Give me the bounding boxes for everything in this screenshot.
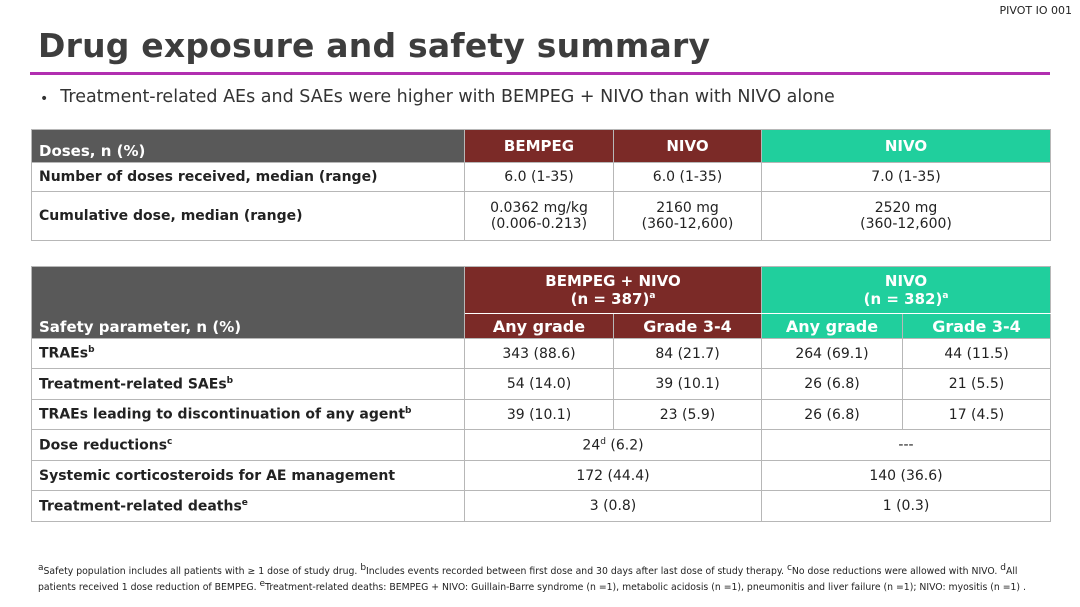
- cell-value: 54 (14.0): [464, 368, 614, 400]
- table-row: Treatment-related SAEsb 54 (14.0) 39 (10…: [31, 368, 1052, 400]
- row-label: Number of doses received, median (range): [31, 162, 465, 192]
- cell-value: 23 (5.9): [613, 399, 762, 430]
- col-header-nivo-alone: NIVO: [761, 129, 1051, 163]
- group-header-bempeg-nivo: BEMPEG + NIVO (n = 387)a: [464, 266, 762, 314]
- safety-table: Safety parameter, n (%) BEMPEG + NIVO (n…: [31, 266, 1052, 522]
- cell-value: 26 (6.8): [761, 368, 903, 400]
- col-header-nivo-combo: NIVO: [613, 129, 762, 163]
- cell-value: 140 (36.6): [760, 460, 1052, 491]
- study-tag: PIVOT IO 001: [999, 4, 1072, 17]
- col-header-bempeg: BEMPEG: [464, 129, 614, 163]
- cell-value: 39 (10.1): [464, 399, 614, 430]
- cell-value: 39 (10.1): [613, 368, 762, 400]
- table-row: Systemic corticosteroids for AE manageme…: [31, 460, 1052, 491]
- group-name: BEMPEG + NIVO: [545, 272, 681, 290]
- cell-value: 343 (88.6): [464, 338, 614, 369]
- sub-header-grade-3-4: Grade 3-4: [613, 313, 762, 339]
- bullet-icon: •: [40, 91, 49, 107]
- cell-value: 2160 mg (360-12,600): [613, 191, 762, 241]
- group-name: NIVO: [884, 272, 928, 290]
- table-row: Cumulative dose, median (range) 0.0362 m…: [31, 191, 1051, 241]
- row-label: Treatment-related SAEsb: [31, 368, 465, 400]
- cell-line: (0.006-0.213): [490, 216, 588, 232]
- dose-table: Doses, n (%) BEMPEG NIVO NIVO Number of …: [31, 129, 1051, 241]
- bullet-point: • Treatment-related AEs and SAEs were hi…: [40, 87, 835, 111]
- table-row: Number of doses received, median (range)…: [31, 162, 1051, 192]
- cell-value: 26 (6.8): [761, 399, 903, 430]
- cell-line: (360-12,600): [860, 216, 952, 232]
- row-label: TRAEs leading to discontinuation of any …: [31, 399, 465, 430]
- cell-value: ---: [760, 429, 1052, 461]
- table-row: Treatment-related deathse 3 (0.8) 1 (0.3…: [31, 490, 1052, 522]
- group-header-nivo: NIVO (n = 382)a: [760, 266, 1052, 314]
- cell-value: 17 (4.5): [901, 399, 1052, 430]
- cell-value: 264 (69.1): [761, 338, 903, 369]
- table-row: Dose reductionsc 24d (6.2) ---: [31, 429, 1052, 461]
- cell-value: 6.0 (1-35): [613, 162, 762, 192]
- row-label: Cumulative dose, median (range): [31, 191, 465, 241]
- cell-value: 7.0 (1-35): [761, 162, 1051, 192]
- row-label: TRAEsb: [31, 338, 465, 369]
- row-label: Systemic corticosteroids for AE manageme…: [31, 460, 465, 491]
- cell-value: 44 (11.5): [901, 338, 1052, 369]
- title-divider: [30, 72, 1050, 75]
- sub-header-any-grade: Any grade: [761, 313, 903, 339]
- safety-header-label: Safety parameter, n (%): [31, 266, 465, 339]
- cell-value: 24d (6.2): [464, 429, 762, 461]
- cell-value: 0.0362 mg/kg (0.006-0.213): [464, 191, 614, 241]
- sub-header-any-grade: Any grade: [464, 313, 614, 339]
- cell-value: 21 (5.5): [901, 368, 1052, 400]
- cell-line: (360-12,600): [641, 216, 734, 232]
- cell-line: 0.0362 mg/kg: [490, 200, 588, 216]
- cell-value: 3 (0.8): [464, 490, 762, 522]
- page-title: Drug exposure and safety summary: [38, 26, 711, 65]
- row-label: Dose reductionsc: [31, 429, 465, 461]
- footnotes: aSafety population includes all patients…: [38, 563, 1026, 594]
- table-row: TRAEs leading to discontinuation of any …: [31, 399, 1052, 430]
- group-n: (n = 387)a: [570, 290, 656, 308]
- cell-value: 2520 mg (360-12,600): [761, 191, 1051, 241]
- cell-line: 2160 mg: [656, 200, 719, 216]
- cell-value: 6.0 (1-35): [464, 162, 614, 192]
- dose-header-label: Doses, n (%): [31, 129, 465, 163]
- cell-value: 1 (0.3): [760, 490, 1052, 522]
- cell-value: 84 (21.7): [613, 338, 762, 369]
- row-label: Treatment-related deathse: [31, 490, 465, 522]
- cell-line: 2520 mg: [874, 200, 938, 216]
- group-n: (n = 382)a: [863, 290, 949, 308]
- sub-header-grade-3-4: Grade 3-4: [901, 313, 1052, 339]
- table-row: TRAEsb 343 (88.6) 84 (21.7) 264 (69.1) 4…: [31, 338, 1052, 369]
- bullet-text: Treatment-related AEs and SAEs were high…: [60, 87, 835, 107]
- cell-value: 172 (44.4): [464, 460, 762, 491]
